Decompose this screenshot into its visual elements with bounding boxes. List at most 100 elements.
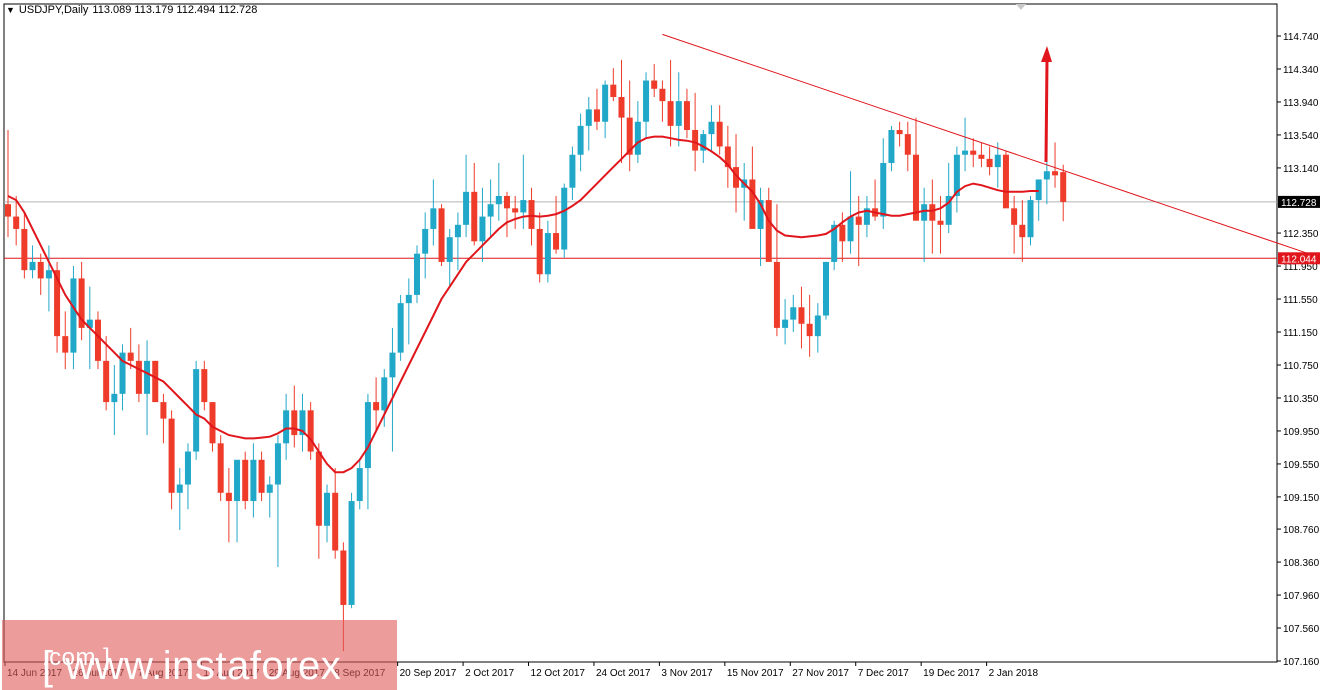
candle-body (176, 484, 183, 493)
candle-body (978, 154, 985, 159)
candle (757, 187, 764, 267)
candle (487, 179, 494, 238)
price-tick-label: 111.150 (1283, 328, 1318, 339)
candle-body (798, 307, 805, 324)
candle (430, 179, 437, 246)
ohlc-values: 113.089 113.179 112.494 112.728 (92, 4, 258, 16)
scroll-marker-icon[interactable] (1016, 4, 1026, 10)
candle-body (651, 80, 658, 89)
candle-body (953, 154, 960, 196)
time-tick-label: 15 Nov 2017 (727, 668, 784, 679)
candle-body (1052, 171, 1059, 176)
candle-body (168, 418, 175, 493)
candle (978, 142, 985, 168)
candle (962, 117, 969, 172)
candle (634, 101, 641, 163)
candle-body (994, 154, 1001, 168)
candle-body (773, 261, 780, 328)
support-price-label-bg (1278, 252, 1320, 265)
candle (463, 154, 470, 238)
candle (217, 435, 224, 502)
price-tick-label: 110.350 (1283, 394, 1319, 405)
candle (618, 59, 625, 163)
candle-body (373, 402, 380, 411)
candle (814, 303, 821, 353)
candle (749, 146, 756, 229)
candle (896, 121, 903, 147)
candle-body (863, 208, 870, 225)
chart-menu-caret-icon[interactable]: ▼ (6, 5, 15, 15)
candle (438, 204, 445, 267)
candle (667, 59, 674, 147)
price-tick-label: 113.540 (1283, 131, 1319, 142)
candle-body (847, 216, 854, 242)
candle-body (937, 220, 944, 225)
candle (888, 125, 895, 172)
candle-body (1002, 154, 1009, 209)
candle-body (610, 84, 617, 98)
candle-body (348, 501, 355, 605)
candle-body (266, 484, 273, 493)
candle (692, 92, 699, 172)
candle (397, 294, 404, 361)
watermark-main: [ www.instaforex (42, 644, 342, 688)
candle (364, 393, 371, 510)
candle (544, 220, 551, 283)
candle (945, 162, 952, 234)
candle-body (414, 253, 420, 295)
candle (904, 121, 911, 172)
candle-body (70, 278, 77, 353)
price-tick-label: 111.950 (1283, 262, 1318, 273)
candle-body (217, 443, 224, 493)
candle (773, 204, 780, 337)
candle (225, 468, 232, 543)
candle-body (234, 459, 241, 502)
candle-body (430, 208, 437, 229)
candle-body (634, 121, 641, 155)
candle-body (904, 134, 911, 155)
candle (912, 117, 919, 221)
candle-body (135, 360, 142, 394)
candle-body (536, 228, 543, 275)
price-tick-label: 112.350 (1283, 229, 1319, 240)
candle (724, 125, 731, 188)
candle-body (724, 146, 731, 168)
candle (929, 179, 936, 254)
candle (782, 299, 789, 345)
candle (160, 393, 167, 444)
candle-body (332, 492, 339, 551)
candle-body (307, 410, 314, 452)
price-tick-label: 109.550 (1283, 460, 1320, 471)
price-tick-label: 108.360 (1283, 558, 1320, 569)
candle-body (733, 167, 740, 188)
candle (585, 97, 592, 151)
candle-body (806, 323, 813, 337)
candle-body (86, 319, 93, 328)
candle (45, 245, 52, 312)
candle (299, 393, 306, 452)
candle-body (708, 121, 715, 135)
candle-body (225, 492, 232, 502)
price-axis: 114.740 114.340 113.940 113.540 113.140 112.3… (1277, 32, 1320, 668)
candle (577, 113, 584, 172)
time-tick-label: 7 Dec 2017 (858, 668, 910, 679)
candle (659, 80, 666, 122)
time-tick-label: 3 Nov 2017 (661, 668, 713, 679)
plot-frame (3, 3, 1278, 663)
candle-body (274, 443, 281, 485)
price-tick-label: 109.950 (1283, 427, 1320, 438)
candle (37, 253, 44, 295)
candle (986, 146, 993, 176)
candle-body (250, 459, 257, 502)
candle-body (160, 402, 167, 419)
candle-body (512, 208, 519, 213)
candle-body (111, 393, 118, 403)
candle (716, 105, 723, 155)
trendline-group (662, 33, 1309, 255)
candle (389, 327, 396, 452)
time-tick-label: 20 Sep 2017 (400, 668, 457, 679)
candle-body (831, 224, 838, 262)
candle-body (364, 402, 371, 469)
candle (1035, 179, 1042, 221)
candle-body (201, 369, 208, 403)
